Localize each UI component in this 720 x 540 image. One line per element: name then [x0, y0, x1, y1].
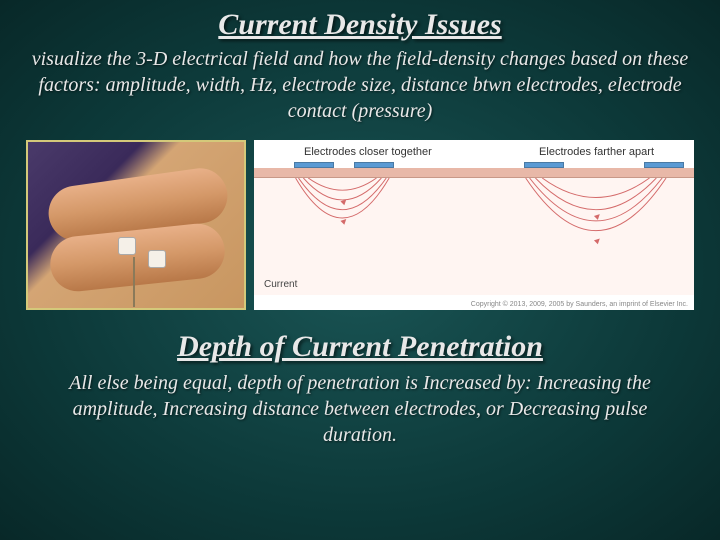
copyright-text: Copyright © 2013, 2009, 2005 by Saunders…	[471, 301, 688, 308]
image-row: Electrodes closer together Electrodes fa…	[20, 140, 700, 310]
heading-current-density: Current Density Issues	[20, 8, 700, 42]
subtext-depth: All else being equal, depth of penetrati…	[20, 370, 700, 448]
label-electrodes-far: Electrodes farther apart	[539, 146, 654, 158]
electrode-icon	[294, 162, 334, 168]
lead-wire-icon	[133, 257, 135, 307]
electrode-pad-icon	[118, 237, 136, 255]
heading-depth-penetration: Depth of Current Penetration	[20, 330, 700, 364]
tissue-layer	[254, 178, 694, 295]
electrode-icon	[644, 162, 684, 168]
label-current: Current	[264, 279, 297, 290]
subtext-factors: visualize the 3-D electrical field and h…	[20, 46, 700, 124]
slide-container: Current Density Issues visualize the 3-D…	[0, 0, 720, 540]
electrode-pad-icon	[148, 250, 166, 268]
skin-layer	[254, 168, 694, 178]
electrode-icon	[354, 162, 394, 168]
electrode-icon	[524, 162, 564, 168]
field-lines-svg	[254, 178, 694, 295]
diagram-current-field: Electrodes closer together Electrodes fa…	[254, 140, 694, 310]
label-electrodes-close: Electrodes closer together	[304, 146, 432, 158]
photo-electrodes-on-leg	[26, 140, 246, 310]
